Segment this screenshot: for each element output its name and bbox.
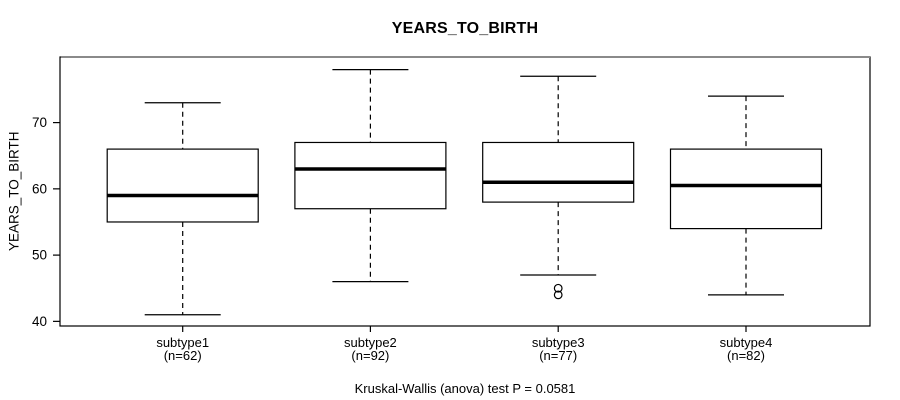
chart-title: YEARS_TO_BIRTH <box>391 20 539 37</box>
x-category-n-label: (n=82) <box>727 348 765 363</box>
box-group-subtype3: subtype3(n=77) <box>482 75 635 363</box>
box-group-subtype2: subtype2(n=92) <box>294 68 447 363</box>
iqr-box <box>669 148 823 230</box>
outlier-point <box>553 283 563 293</box>
x-category-n-label: (n=92) <box>351 348 389 363</box>
x-category-n-label: (n=62) <box>164 348 202 363</box>
iqr-box <box>106 148 259 223</box>
x-category-label: subtype3 <box>532 335 585 350</box>
y-tick-label: 70 <box>32 115 47 130</box>
y-tick-label: 40 <box>32 314 47 329</box>
x-category-label: subtype4 <box>720 335 773 350</box>
outlier-point <box>553 290 563 300</box>
x-category-n-label: (n=77) <box>539 348 577 363</box>
y-tick-label: 60 <box>32 181 47 196</box>
kruskal-wallis-annotation: Kruskal-Wallis (anova) test P = 0.0581 <box>354 381 576 396</box>
iqr-box <box>294 141 447 210</box>
iqr-box <box>482 141 635 203</box>
box-group-subtype1: subtype1(n=62) <box>106 102 259 363</box>
box-group-subtype4: subtype4(n=82) <box>669 95 823 363</box>
y-tick-label: 50 <box>32 248 47 263</box>
x-category-label: subtype1 <box>156 335 209 350</box>
x-category-label: subtype2 <box>344 335 397 350</box>
